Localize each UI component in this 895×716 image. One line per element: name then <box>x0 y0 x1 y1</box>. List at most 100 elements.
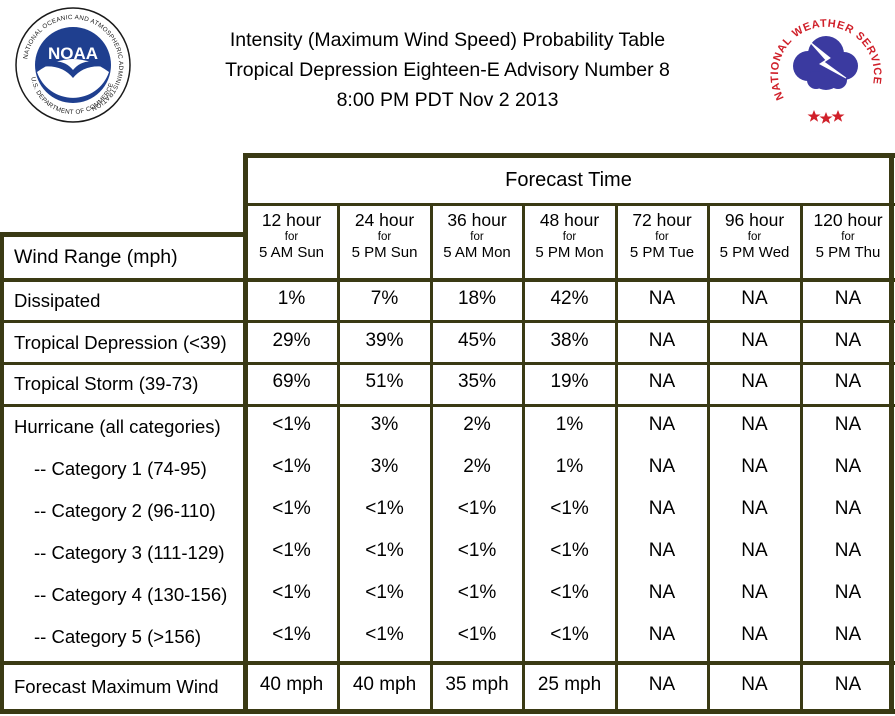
noaa-logo: NOAA NATIONAL OCEANIC AND ATMOSPHERIC AD… <box>15 7 131 123</box>
column-header: 36 hour for 5 AM Mon <box>433 206 521 278</box>
table-cell: NA <box>834 498 862 519</box>
table-cell: <1% <box>457 624 497 645</box>
table-cell: <1% <box>365 498 404 519</box>
table-cell: 7% <box>370 288 399 309</box>
table-border <box>0 320 895 323</box>
title-line-3: 8:00 PM PDT Nov 2 2013 <box>336 89 559 111</box>
table-cell: NA <box>834 674 862 695</box>
table-cell: 18% <box>457 288 497 309</box>
row-label: -- Category 5 (>156) <box>34 626 202 647</box>
table-border <box>337 204 340 713</box>
table-cell: NA <box>741 540 768 561</box>
table-border <box>889 153 894 714</box>
table-border <box>0 661 895 665</box>
column-hours: 96 hour <box>724 210 785 230</box>
table-cell: <1% <box>365 624 404 645</box>
table-cell: <1% <box>272 456 311 477</box>
column-header: 12 hour for 5 AM Sun <box>247 206 336 278</box>
table-cell: 3% <box>370 414 399 435</box>
table-cell: 39% <box>365 330 404 351</box>
table-cell: 25 mph <box>537 674 602 695</box>
table-cell: 29% <box>272 330 311 351</box>
table-cell: <1% <box>457 540 497 561</box>
table-cell: <1% <box>272 414 311 435</box>
title-line-1: Intensity (Maximum Wind Speed) Probabili… <box>229 29 666 51</box>
table-border <box>522 204 525 713</box>
table-cell: NA <box>741 456 768 477</box>
column-for: for <box>377 231 392 243</box>
table-cell: NA <box>648 371 676 392</box>
table-border <box>243 153 895 158</box>
table-border <box>0 362 895 365</box>
table-cell: 19% <box>550 371 589 392</box>
table-border <box>0 232 4 714</box>
row-label: Tropical Storm (39-73) <box>14 373 199 394</box>
row-label: Tropical Depression (<39) <box>14 332 227 353</box>
row-label: -- Category 1 (74-95) <box>34 458 207 479</box>
wind-range-header: Wind Range (mph) <box>14 246 178 268</box>
header: NOAA NATIONAL OCEANIC AND ATMOSPHERIC AD… <box>0 0 895 150</box>
table-border <box>615 204 618 713</box>
table-cell: <1% <box>457 582 497 603</box>
noaa-wordmark: NOAA <box>48 44 98 63</box>
table-cell: 69% <box>272 371 311 392</box>
table-cell: 2% <box>463 456 491 477</box>
table-cell: <1% <box>550 582 589 603</box>
column-day: 5 PM Sun <box>351 244 418 261</box>
column-for: for <box>655 231 669 243</box>
table-cell: 40 mph <box>352 674 417 695</box>
table-cell: NA <box>741 582 768 603</box>
column-day: 5 PM Tue <box>629 244 695 261</box>
table-cell: NA <box>648 288 676 309</box>
table-cell: NA <box>648 674 676 695</box>
table-cell: 51% <box>365 371 404 392</box>
table-border <box>0 709 895 714</box>
table-cell: <1% <box>550 498 589 519</box>
table-border <box>243 153 248 714</box>
table-cell: 3% <box>370 456 399 477</box>
column-header: 48 hour for 5 PM Mon <box>525 206 614 278</box>
table-border <box>0 278 895 282</box>
column-header: 96 hour for 5 PM Wed <box>710 206 799 278</box>
table-cell: NA <box>741 498 768 519</box>
column-for: for <box>284 231 299 243</box>
table-cell: NA <box>834 288 862 309</box>
row-label: Hurricane (all categories) <box>14 416 221 437</box>
table-cell: NA <box>648 498 676 519</box>
table-cell: 45% <box>457 330 497 351</box>
table-cell: <1% <box>550 540 589 561</box>
table-cell: NA <box>648 582 676 603</box>
column-hours: 72 hour <box>632 210 692 230</box>
column-for: for <box>747 231 762 243</box>
row-label: -- Category 2 (96-110) <box>34 500 216 521</box>
column-hours: 12 hour <box>261 210 322 230</box>
table-cell: NA <box>834 540 862 561</box>
row-label: Forecast Maximum Wind <box>14 676 219 697</box>
table-border <box>707 204 710 713</box>
forecast-time-header: Forecast Time <box>505 168 632 191</box>
column-day: 5 PM Wed <box>719 244 790 261</box>
table-cell: NA <box>741 330 768 351</box>
table-cell: <1% <box>272 540 311 561</box>
column-hours: 36 hour <box>447 210 507 230</box>
table-cell: <1% <box>365 540 404 561</box>
table-cell: <1% <box>272 498 311 519</box>
table-cell: NA <box>648 624 676 645</box>
column-for: for <box>470 231 484 243</box>
table-cell: NA <box>741 414 768 435</box>
title-line-2: Tropical Depression Eighteen-E Advisory … <box>225 59 670 81</box>
table-cell: 38% <box>550 330 589 351</box>
table-border <box>800 204 803 713</box>
table-cell: <1% <box>272 624 311 645</box>
table-cell: <1% <box>457 498 497 519</box>
table-border <box>0 232 245 237</box>
table-cell: 1% <box>555 414 584 435</box>
table-cell: NA <box>648 540 676 561</box>
column-hours: 120 hour <box>813 210 883 230</box>
column-day: 5 AM Sun <box>258 244 325 261</box>
table-cell: NA <box>834 330 862 351</box>
table-cell: NA <box>741 674 768 695</box>
column-header: 24 hour for 5 PM Sun <box>340 206 429 278</box>
table-border <box>430 204 433 713</box>
